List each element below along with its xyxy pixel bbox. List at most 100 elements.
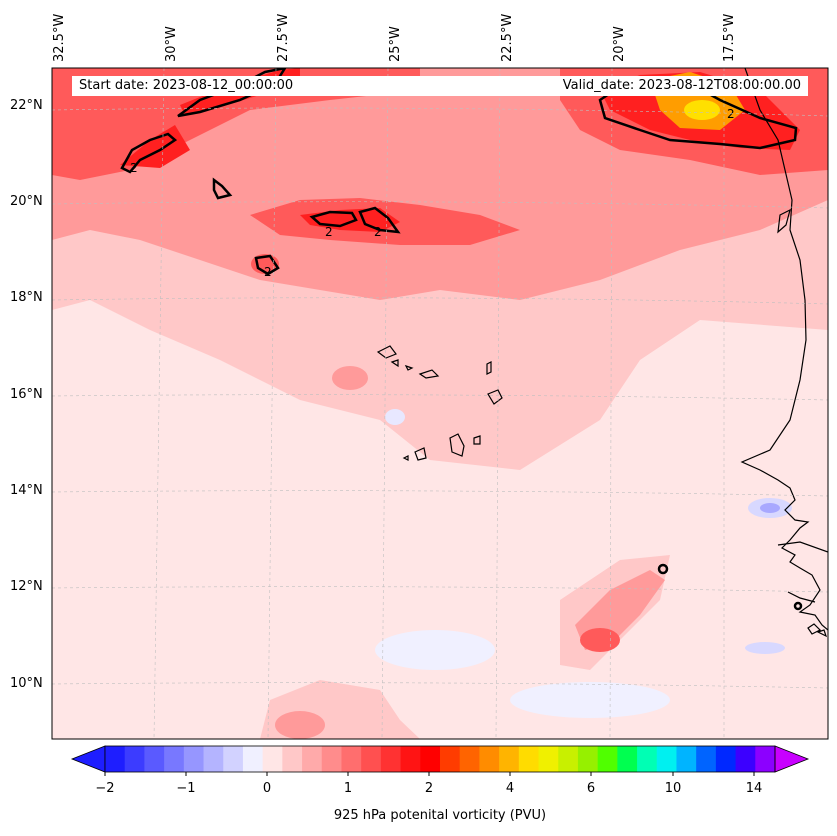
- pv-region-medium-spot-2: [275, 711, 325, 739]
- colorbar-segment: [203, 746, 224, 772]
- colorbar-segment: [735, 746, 756, 772]
- pv-region-blue-6: [510, 682, 670, 718]
- contour-label: 2: [264, 265, 272, 279]
- colorbar-segment: [479, 746, 500, 772]
- colorbar-segment: [499, 746, 520, 772]
- africa-coast-bay: [787, 591, 816, 603]
- contour-2-c: [212, 177, 233, 200]
- contour-labels: 2 2 2 2 2: [130, 107, 735, 279]
- africa-coastline: [740, 68, 828, 631]
- colorbar-segment: [696, 746, 717, 772]
- colorbar-segment: [715, 746, 737, 772]
- cape-verde-boa-vista: [487, 389, 503, 405]
- coastlines: [376, 68, 828, 638]
- colorbar-tick-label: 10: [664, 781, 682, 796]
- colorbar-tick-label: 0: [262, 781, 272, 796]
- colorbar-segment: [420, 746, 441, 772]
- info-box: [72, 76, 808, 96]
- colorbar-segment: [164, 746, 185, 772]
- colorbar-segment: [577, 746, 599, 772]
- colorbar-segment: [400, 746, 421, 772]
- contour-label: 2: [325, 225, 333, 239]
- contour-label: 2: [727, 107, 735, 121]
- cape-verde-maio: [473, 435, 481, 445]
- colorbar-frame: [104, 745, 776, 773]
- colorbar-segment: [656, 746, 677, 772]
- cape-verde-sao-nicolau: [418, 369, 440, 379]
- lon-label: 17.5°W: [722, 13, 737, 62]
- cape-verde-fogo: [414, 447, 427, 461]
- colorbar-segment: [676, 746, 697, 772]
- colorbar-tick-label: 4: [505, 781, 515, 796]
- contour-2-f: [254, 254, 280, 276]
- cape-verde-sao-vicente: [390, 359, 399, 368]
- canary-islands: [777, 208, 791, 234]
- pv-region-medium-spot: [332, 366, 368, 390]
- colorbar-segment: [361, 746, 382, 772]
- colorbar-segment: [302, 746, 323, 772]
- contour-2-a: [120, 132, 178, 174]
- colorbar-extend-min: [70, 745, 106, 773]
- lon-label: 32.5°W: [52, 13, 67, 62]
- colorbar-segment: [124, 746, 145, 772]
- colorbar-tick-label: 6: [586, 781, 596, 796]
- colorbar-segment: [558, 746, 579, 772]
- bijagos-islands: [807, 623, 828, 638]
- colorbar-tick-label: 1: [343, 781, 353, 796]
- colorbar-extend-max: [774, 745, 810, 773]
- lat-label: 14°N: [10, 483, 43, 498]
- colorbar-segment: [380, 746, 402, 772]
- colorbar-segment: [183, 746, 205, 772]
- colorbar-segment: [597, 746, 618, 772]
- pv-region-blue-5: [375, 630, 495, 670]
- gridlines: [52, 68, 828, 739]
- contour-2-h: [657, 563, 669, 575]
- colorbar-segment: [321, 746, 342, 772]
- lat-label: 10°N: [10, 676, 43, 691]
- pv-region-blue-3: [745, 642, 785, 654]
- lon-label: 25°W: [388, 26, 403, 62]
- colorbar-tick-label: −2: [95, 781, 115, 796]
- colorbar-segment: [755, 746, 776, 772]
- contour-label: 2: [374, 225, 382, 239]
- start-date: Start date: 2023-08-12_00:00:00: [79, 78, 294, 93]
- lat-label: 16°N: [10, 387, 43, 402]
- lon-label: 20°W: [612, 26, 627, 62]
- colorbar-segment: [617, 746, 638, 772]
- colorbar-label: 925 hPa potenital vorticity (PVU): [333, 808, 547, 823]
- colorbar-tick-label: 14: [745, 781, 763, 796]
- pv-region-intense: [120, 125, 190, 168]
- colorbar-segment: [637, 746, 658, 772]
- colorbar-tick-label: 2: [424, 781, 434, 796]
- pv-region-yellow: [684, 100, 720, 120]
- lat-label: 22°N: [10, 98, 43, 113]
- colorbar-segment: [282, 746, 303, 772]
- valid-date: Valid_date: 2023-08-12T08:00:00.00: [562, 78, 801, 93]
- map-frame: [51, 67, 829, 740]
- lat-label: 12°N: [10, 579, 43, 594]
- colorbar-tick-label: −1: [176, 781, 196, 796]
- lat-label: 20°N: [10, 194, 43, 209]
- colorbar-segment: [459, 746, 480, 772]
- contour-2-i: [793, 601, 803, 611]
- lon-label: 27.5°W: [276, 13, 291, 62]
- cape-verde-santo-antao: [376, 345, 397, 359]
- contour-2-e: [358, 206, 401, 234]
- pv-field: 2 2 2 2 2: [52, 68, 828, 739]
- pv-region-blue-4: [385, 409, 405, 425]
- africa-coast-river: [777, 541, 828, 553]
- colorbar-segment: [341, 746, 362, 772]
- pv-region-blue-2: [760, 503, 780, 513]
- cape-verde-brava: [402, 455, 409, 461]
- colorbar-segment: [538, 746, 559, 772]
- colorbar-segment: [518, 746, 540, 772]
- colorbar-segment: [105, 746, 126, 772]
- colorbar-segment: [440, 746, 461, 772]
- cape-verde-santa-luzia: [404, 364, 414, 371]
- colorbar-segment: [144, 746, 165, 772]
- lon-label: 22.5°W: [500, 13, 515, 62]
- lat-label: 18°N: [10, 290, 43, 305]
- pv-region-strong-spot-2: [580, 628, 620, 652]
- cape-verde-sal: [486, 361, 492, 375]
